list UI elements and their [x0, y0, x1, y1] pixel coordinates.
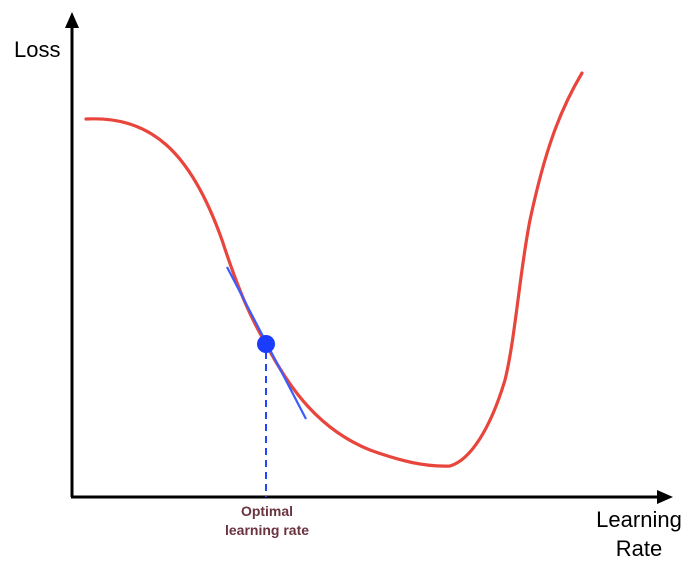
- x-axis-label-line2: Rate: [616, 536, 662, 561]
- loss-curve: [84, 71, 584, 468]
- annotation-line2: learning rate: [225, 522, 309, 538]
- x-axis-arrowhead: [657, 490, 673, 504]
- annotation-line1: Optimal: [241, 503, 293, 519]
- y-axis-arrowhead: [65, 12, 79, 28]
- x-axis-label-line1: Learning: [596, 507, 682, 532]
- optimal-point: [257, 335, 275, 353]
- y-axis-label: Loss: [14, 37, 60, 62]
